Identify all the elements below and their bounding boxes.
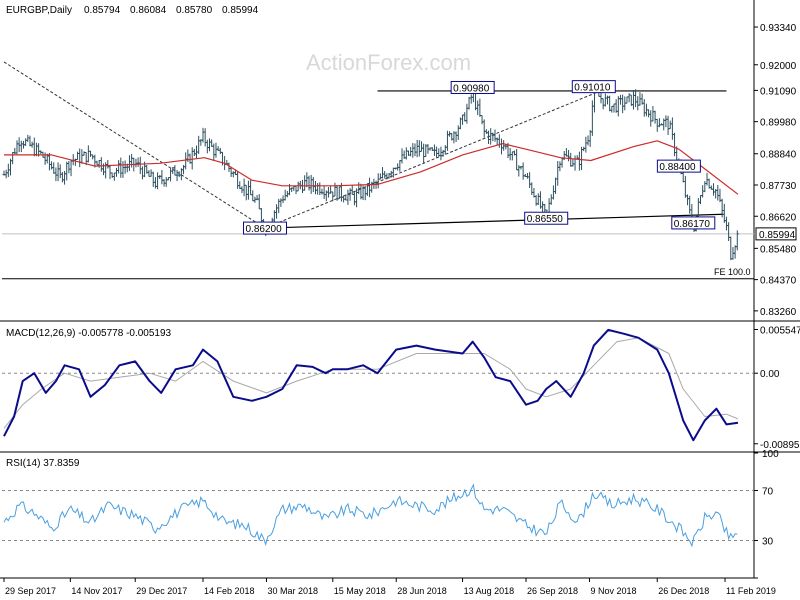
x-tick-label: 28 Jun 2018	[397, 586, 447, 596]
price-annotation-label: 0.90980	[453, 83, 490, 94]
price-annotation-box	[571, 80, 616, 94]
price-annotation-label: 0.86200	[246, 224, 283, 235]
macd-tick-label: 0.00	[760, 369, 780, 380]
y-tick-label: 0.88840	[760, 150, 797, 161]
price-symbol-label: EURGBP,Daily	[6, 5, 72, 16]
y-tick-label: 0.92000	[760, 61, 797, 72]
y-tick-label: 0.87730	[760, 181, 797, 192]
x-tick-label: 15 May 2018	[334, 586, 386, 596]
moving-average-line	[4, 140, 739, 195]
price-annotation-label: 0.88400	[659, 162, 696, 173]
current-price-tag	[755, 227, 797, 241]
watermark-text: ActionForex.com	[306, 50, 471, 75]
macd-tick-label: -0.008955	[760, 440, 800, 451]
y-tick-label: 0.85480	[760, 244, 797, 255]
ohlc-value: 0.86084	[130, 5, 167, 16]
rsi-tick-label: 30	[762, 537, 774, 548]
x-axis: 29 Sep 2017 14 Nov 2017 29 Dec 2017 14 Feb …	[0, 577, 776, 596]
ohlc-value: 0.85794	[84, 5, 121, 16]
macd-tick-label: 0.005547	[760, 326, 800, 337]
x-tick-label: 11 Feb 2019	[726, 586, 776, 596]
dashed-uptrend-line	[264, 89, 603, 229]
price-annotation-box	[656, 159, 701, 173]
macd-signal-line	[3, 337, 739, 429]
macd-panel: MACD(12,26,9) -0.005778 -0.005193 0.00554…	[0, 326, 800, 453]
price-annotation-box	[524, 211, 569, 225]
y-tick-label: 0.84370	[760, 276, 797, 287]
y-tick-label: 0.93340	[760, 23, 797, 34]
ohlc-value: 0.85780	[176, 5, 213, 16]
macd-header: MACD(12,26,9) -0.005778 -0.005193	[6, 328, 172, 339]
current-price-label: 0.85994	[759, 230, 796, 241]
rsi-panel: RSI(14) 37.8359 100 70 30	[2, 449, 779, 579]
rsi-line	[3, 483, 738, 548]
x-tick-label: 9 Nov 2018	[590, 586, 636, 596]
x-tick-label: 30 Mar 2018	[267, 586, 318, 596]
fe-level-label: FE 100.0	[714, 267, 751, 277]
rsi-tick-label: 100	[762, 449, 779, 460]
price-annotation-box	[671, 216, 716, 230]
price-annotation-box	[450, 80, 495, 94]
rsi-tick-label: 70	[762, 487, 774, 498]
dashed-downtrend-line	[3, 61, 266, 229]
x-tick-label: 29 Sep 2017	[5, 586, 56, 596]
neckline	[264, 213, 724, 229]
x-tick-label: 14 Feb 2018	[204, 586, 255, 596]
x-tick-label: 29 Dec 2017	[136, 586, 187, 596]
y-tick-label: 0.91090	[760, 86, 797, 97]
x-tick-label: 26 Sep 2018	[527, 586, 578, 596]
price-annotation-label: 0.86170	[674, 219, 711, 230]
ohlc-value: 0.85994	[222, 5, 259, 16]
y-tick-label: 0.86620	[760, 212, 797, 223]
x-tick-label: 26 Dec 2018	[658, 586, 709, 596]
price-annotation-box	[243, 221, 288, 235]
x-tick-label: 14 Nov 2017	[71, 586, 122, 596]
price-annotation-label: 0.86550	[527, 214, 564, 225]
y-tick-label: 0.83260	[760, 307, 797, 318]
price-annotation-label: 0.91010	[574, 83, 611, 94]
x-tick-label: 13 Aug 2018	[464, 586, 515, 596]
macd-line	[3, 328, 739, 442]
price-bars	[2, 81, 739, 261]
price-panel: ActionForex.com EURGBP,Daily 0.85794 0.8608…	[0, 0, 800, 578]
y-tick-label: 0.89980	[760, 118, 797, 129]
rsi-header: RSI(14) 37.8359	[6, 458, 80, 469]
